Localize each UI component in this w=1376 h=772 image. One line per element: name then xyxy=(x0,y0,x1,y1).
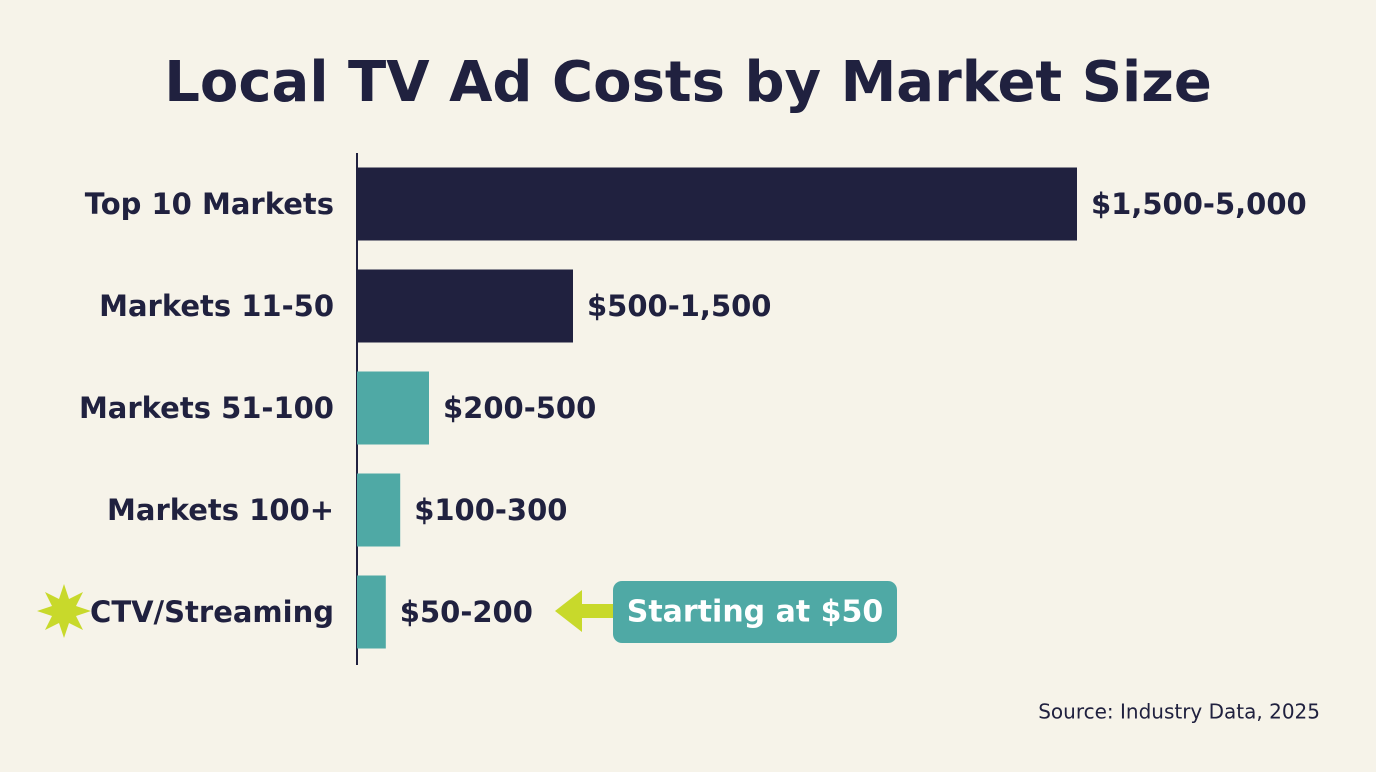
category-label: Top 10 Markets xyxy=(85,187,334,221)
annotation-arrow xyxy=(555,590,614,632)
value-label: $500-1,500 xyxy=(587,289,771,323)
bar xyxy=(357,575,386,649)
bar xyxy=(357,371,429,445)
category-label: Markets 51-100 xyxy=(79,391,334,425)
chart-title: Local TV Ad Costs by Market Size xyxy=(164,50,1212,115)
source-note: Source: Industry Data, 2025 xyxy=(1038,700,1320,724)
category-label: CTV/Streaming xyxy=(90,595,334,629)
value-label: $200-500 xyxy=(443,391,596,425)
bar xyxy=(357,473,401,547)
value-label: $100-300 xyxy=(414,493,567,527)
bar xyxy=(357,167,1077,241)
value-label: $1,500-5,000 xyxy=(1091,187,1307,221)
value-label: $50-200 xyxy=(400,595,533,629)
category-label: Markets 100+ xyxy=(107,493,334,527)
category-label: Markets 11-50 xyxy=(99,289,334,323)
starburst-icon xyxy=(37,584,91,638)
annotation-text: Starting at $50 xyxy=(627,595,884,630)
annotation-box xyxy=(613,581,897,643)
bar xyxy=(357,269,573,343)
